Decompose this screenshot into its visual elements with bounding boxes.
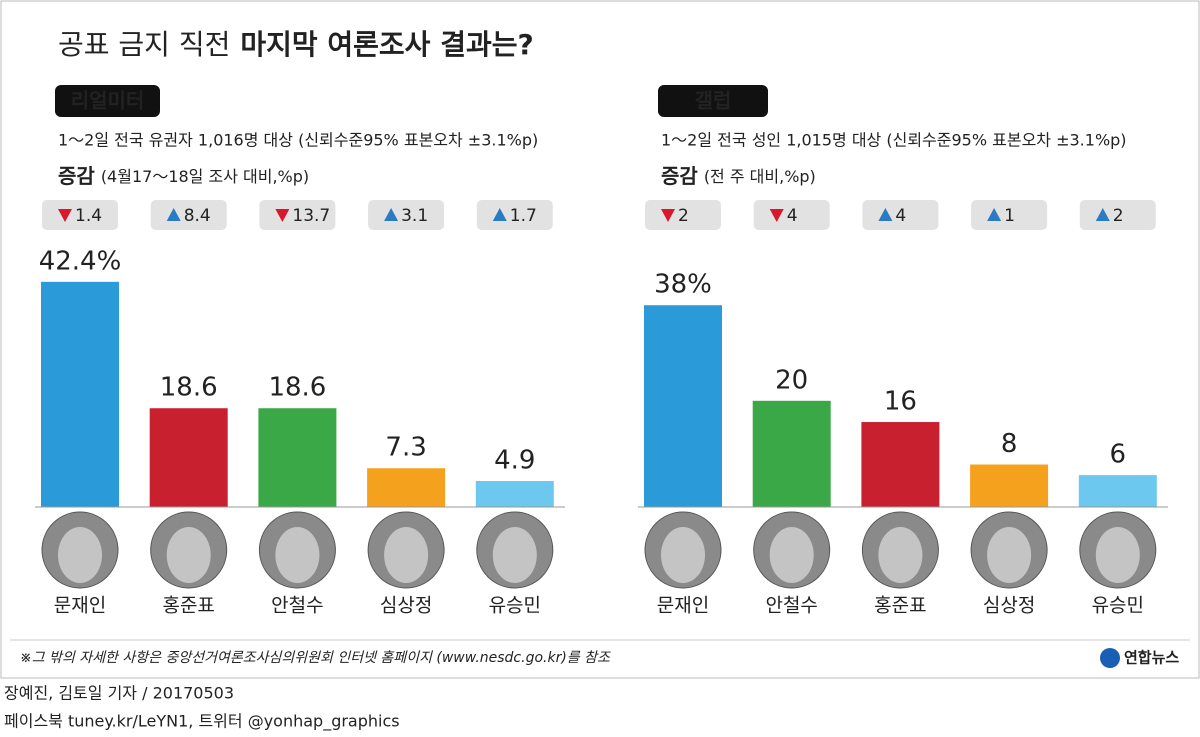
x-tick-label: 심상정 (380, 595, 432, 617)
bar (861, 422, 940, 507)
change-arrow (384, 208, 399, 221)
change-title: 증감 (661, 164, 698, 188)
x-tick-label: 문재인 (657, 595, 709, 617)
bar (644, 305, 722, 507)
logo: 연합뉴스 (1124, 649, 1179, 667)
change-label: 1 (1004, 206, 1015, 226)
bar (258, 408, 337, 507)
change-arrow (661, 209, 675, 222)
change-heading: 증감 (4월17～18일 조사 대비,%p) (58, 164, 309, 188)
x-tick-label: 홍준표 (874, 595, 926, 617)
value-label: 38% (654, 270, 712, 300)
change-label: 13.7 (292, 206, 330, 226)
change-label: 4 (895, 206, 906, 226)
logo-icon (1100, 648, 1120, 668)
change-arrow (58, 209, 72, 222)
change-arrow (769, 209, 784, 222)
change-box (368, 200, 445, 230)
change-box (862, 200, 939, 230)
value-label: 20 (775, 365, 808, 395)
x-tick-label: 유승민 (1092, 595, 1144, 617)
change-label: 2 (678, 206, 689, 226)
change-box (645, 200, 721, 230)
change-label: 1.4 (75, 206, 102, 226)
credit: 장예진, 김토일 기자 / 20170503 (4, 684, 234, 703)
footnote: ※그 밖의 자세한 사항은 중앙선거여론조사심의위원회 인터넷 홈페이지 (ww… (20, 650, 611, 666)
change-box (42, 200, 118, 230)
x-tick-label: 홍준표 (162, 595, 214, 617)
change-label: 2 (1113, 206, 1124, 226)
value-label: 6 (1110, 440, 1127, 470)
change-note: (전 주 대비,%p) (704, 167, 816, 186)
change-heading: 증감 (전 주 대비,%p) (661, 164, 816, 188)
panel-badge (658, 85, 768, 117)
change-box (259, 200, 336, 230)
change-arrow (878, 208, 893, 221)
change-box (753, 200, 830, 230)
bar (1078, 475, 1157, 507)
x-tick-label: 유승민 (489, 595, 541, 617)
portrait-face (661, 527, 705, 583)
portrait-face (58, 527, 102, 583)
change-arrow (987, 208, 1002, 221)
panel-badge (55, 85, 160, 117)
bar (149, 408, 228, 507)
portrait-face (384, 527, 429, 583)
value-label: 42.4% (39, 246, 122, 276)
change-label: 4 (787, 206, 798, 226)
value-label: 4.9 (494, 445, 535, 475)
title-main: 마지막 여론조사 결과는? (240, 28, 533, 61)
credit: 페이스북 tuney.kr/LeYN1, 트위터 @yonhap_graphic… (4, 712, 400, 732)
portrait-face (769, 527, 814, 583)
change-box (476, 200, 553, 230)
change-label: 8.4 (184, 206, 211, 226)
portrait-face (492, 527, 537, 583)
bar (970, 464, 1049, 507)
title-lead: 공표 금지 직전 (58, 28, 230, 61)
bar (752, 400, 831, 507)
chart-subtitle: 1～2일 전국 유권자 1,016명 대상 (신뢰수준95% 표본오차 ±3.1… (58, 131, 538, 150)
portrait-face (1095, 527, 1140, 583)
bar (41, 281, 119, 507)
portrait-face (878, 527, 923, 583)
portrait-face (987, 527, 1032, 583)
change-label: 3.1 (401, 206, 428, 226)
change-title: 증감 (58, 164, 95, 188)
x-tick-label: 안철수 (765, 595, 817, 617)
change-arrow (492, 208, 507, 221)
value-label: 16 (884, 387, 917, 417)
value-label: 8 (1001, 429, 1018, 459)
change-box (971, 200, 1048, 230)
bar (475, 480, 554, 507)
change-label: 1.7 (510, 206, 537, 226)
change-box (1079, 200, 1156, 230)
value-label: 18.6 (160, 373, 218, 403)
change-box (150, 200, 227, 230)
value-label: 7.3 (385, 433, 426, 463)
change-arrow (166, 208, 181, 221)
title: 공표 금지 직전 마지막 여론조사 결과는? (58, 28, 534, 61)
value-label: 18.6 (268, 373, 326, 403)
change-arrow (275, 209, 290, 222)
x-tick-label: 문재인 (54, 595, 106, 617)
x-tick-label: 안철수 (271, 595, 323, 617)
chart-subtitle: 1～2일 전국 성인 1,015명 대상 (신뢰수준95% 표본오차 ±3.1%… (661, 131, 1127, 150)
chart-title: 갤럽 (695, 89, 732, 113)
portrait-face (275, 527, 320, 583)
change-note: (4월17～18일 조사 대비,%p) (101, 167, 309, 186)
portrait-face (166, 527, 211, 583)
bar (367, 468, 446, 507)
change-arrow (1095, 208, 1110, 221)
x-tick-label: 심상정 (983, 595, 1035, 617)
chart-title: 리얼미터 (71, 89, 145, 113)
